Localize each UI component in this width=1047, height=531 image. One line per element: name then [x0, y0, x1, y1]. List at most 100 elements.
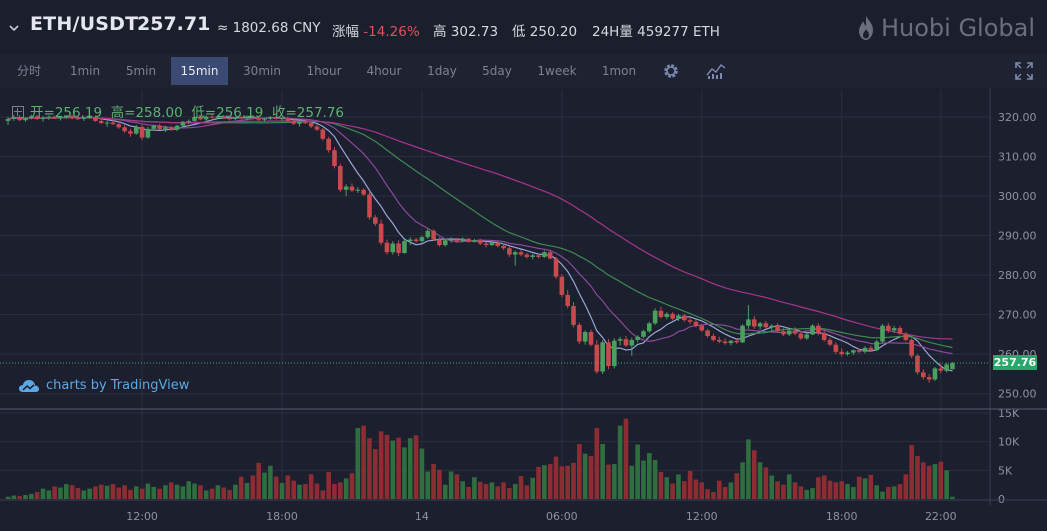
candle-down: [98, 120, 104, 123]
low-value: 250.20: [529, 24, 578, 40]
volume-bar: [180, 486, 186, 499]
open-value: 256.19: [54, 105, 103, 121]
volume-bar: [559, 466, 565, 499]
candle-down: [559, 276, 565, 295]
candle-up: [786, 330, 792, 335]
volume-bar: [442, 484, 448, 499]
volume-bar: [781, 484, 786, 499]
candle-down: [705, 330, 710, 336]
high-value: 302.73: [450, 24, 499, 40]
volume-bar: [641, 460, 646, 499]
candle-up: [950, 363, 955, 370]
tf-4hour[interactable]: 4hour: [366, 64, 402, 78]
volume-bar: [775, 481, 780, 499]
price-tick-label: 270.00: [998, 309, 1037, 322]
candle-down: [792, 330, 798, 334]
tf-1min[interactable]: 1min: [69, 64, 101, 78]
tf-15min[interactable]: 15min: [171, 57, 228, 85]
candle-up: [582, 332, 588, 342]
volume-bar: [816, 477, 821, 499]
candle-down: [256, 117, 261, 120]
candle-down: [495, 242, 501, 246]
candle-up: [600, 342, 605, 372]
volume-bar: [52, 486, 57, 499]
tf-tick[interactable]: 分时: [16, 64, 41, 78]
volume-bar: [594, 427, 600, 499]
volume-bar: [227, 489, 232, 499]
volume-bar: [448, 471, 454, 499]
tradingview-attribution[interactable]: charts by TradingView: [18, 378, 189, 393]
candle-down: [856, 350, 862, 352]
volume-bar: [693, 479, 699, 499]
candle-up: [460, 238, 466, 242]
tf-1mon[interactable]: 1mon: [601, 64, 637, 78]
fullscreen-icon[interactable]: [1015, 62, 1033, 80]
volume-bar: [705, 489, 710, 499]
volume-bar: [874, 485, 879, 499]
candle-down: [722, 341, 728, 344]
volume-bar: [151, 486, 157, 499]
candle-down: [308, 122, 314, 127]
logo-text: Huobi Global: [880, 14, 1035, 42]
volume-bar: [233, 484, 238, 499]
candle-down: [431, 230, 436, 240]
price-chart[interactable]: 320.00310.00300.00290.00280.00270.00260.…: [0, 88, 1047, 531]
volume-bar: [186, 481, 192, 499]
candle-down: [903, 333, 909, 340]
volume-bar: [798, 486, 804, 499]
volume-bar: [722, 486, 728, 499]
tf-30min[interactable]: 30min: [243, 64, 281, 78]
volume-bar: [938, 461, 944, 499]
volume-bar: [547, 464, 553, 499]
candle-up: [810, 325, 815, 335]
change-value: -14.26%: [363, 24, 420, 40]
candle-down: [827, 339, 833, 345]
low-value: 256.19: [216, 105, 264, 121]
ma-line-ma-slow: [7, 117, 953, 349]
tf-1hour[interactable]: 1hour: [306, 64, 342, 78]
volume-bar: [402, 447, 407, 499]
tf-5day[interactable]: 5day: [482, 64, 512, 78]
volume-bar: [891, 486, 897, 499]
pair-symbol[interactable]: ETH/USDT: [30, 13, 139, 35]
volume-bar: [17, 496, 22, 499]
candle-down: [868, 347, 874, 351]
volume-bar: [93, 486, 98, 499]
volume-stat: 24H量 459277 ETH: [592, 20, 720, 40]
flame-logo-icon: [858, 16, 873, 40]
candle-up: [442, 240, 448, 246]
volume-bar: [273, 476, 279, 499]
candle-down: [361, 189, 366, 195]
volume-bar: [343, 478, 349, 499]
volume-bar: [833, 482, 839, 499]
volume-bar: [5, 496, 11, 499]
volume-bar: [711, 492, 716, 499]
tf-1day[interactable]: 1day: [427, 64, 457, 78]
candle-down: [524, 254, 530, 257]
indicators-icon[interactable]: [706, 62, 726, 80]
volume-bar: [419, 448, 425, 499]
volume-bar: [716, 480, 722, 499]
volume-bar: [297, 484, 302, 499]
tf-1week[interactable]: 1week: [537, 64, 577, 78]
crosshair-icon[interactable]: [12, 106, 24, 118]
volume-bar: [524, 485, 530, 499]
candle-up: [180, 121, 186, 126]
volume-bar: [332, 484, 337, 499]
volume-bar: [483, 484, 489, 499]
volume-bar: [338, 482, 343, 499]
candle-up: [58, 117, 63, 119]
volume-bar: [536, 466, 541, 499]
volume-bar: [582, 453, 588, 499]
time-tick-label: 12:00: [686, 510, 718, 523]
volume-bar: [390, 440, 396, 499]
volume-bar: [687, 470, 693, 499]
chevron-down-icon[interactable]: [8, 22, 20, 34]
settings-gear-icon[interactable]: [662, 62, 680, 80]
volume-bar: [355, 427, 361, 499]
tf-5min[interactable]: 5min: [125, 64, 157, 78]
time-tick-label: 18:00: [826, 510, 858, 523]
volume-bar: [629, 465, 635, 499]
volume-bar: [58, 487, 63, 499]
volume-bar: [367, 438, 372, 499]
